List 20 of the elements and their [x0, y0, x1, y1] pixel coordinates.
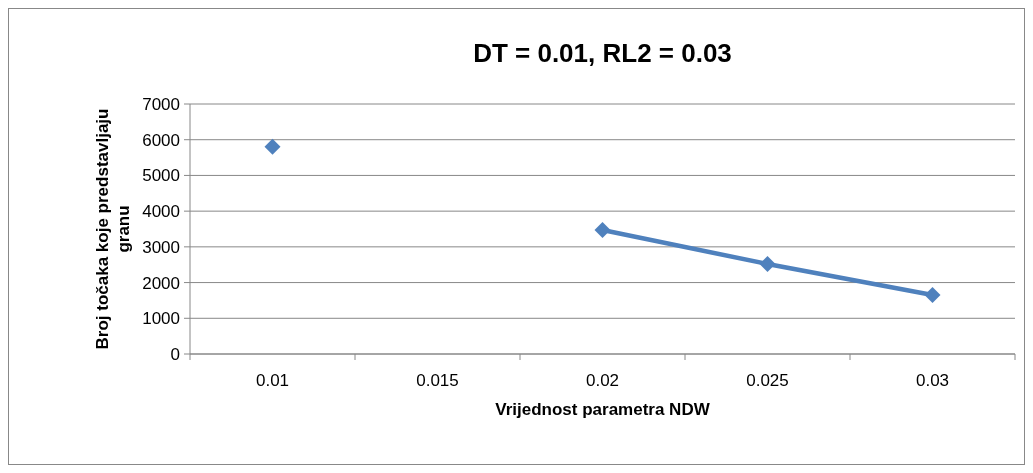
point — [264, 138, 281, 155]
point — [594, 222, 611, 239]
chart-title: DT = 0.01, RL2 = 0.03 — [473, 38, 732, 68]
x-tick-label: 0.015 — [416, 371, 459, 390]
point — [759, 256, 776, 272]
y-tick-label: 6000 — [142, 130, 180, 150]
y-tick-label: 1000 — [142, 309, 180, 329]
y-tick-label: 4000 — [142, 202, 180, 222]
x-tick-label: 0.01 — [255, 371, 290, 390]
x-tick-label: 0.02 — [585, 371, 620, 390]
x-axis-title: Vrijednost parametra NDW — [495, 400, 711, 419]
point — [924, 287, 941, 304]
y-tick-label: 3000 — [142, 237, 180, 257]
y-tick-label: 0 — [170, 344, 180, 364]
y-tick-label: 5000 — [142, 166, 180, 186]
x-tick-label: 0.025 — [746, 371, 789, 390]
y-tick-label: 7000 — [142, 94, 180, 114]
x-tick-label: 0.03 — [915, 371, 950, 390]
y-axis-title: Broj točaka koje predstavljaju granu — [92, 108, 134, 350]
y-tick-label: 2000 — [142, 273, 180, 293]
